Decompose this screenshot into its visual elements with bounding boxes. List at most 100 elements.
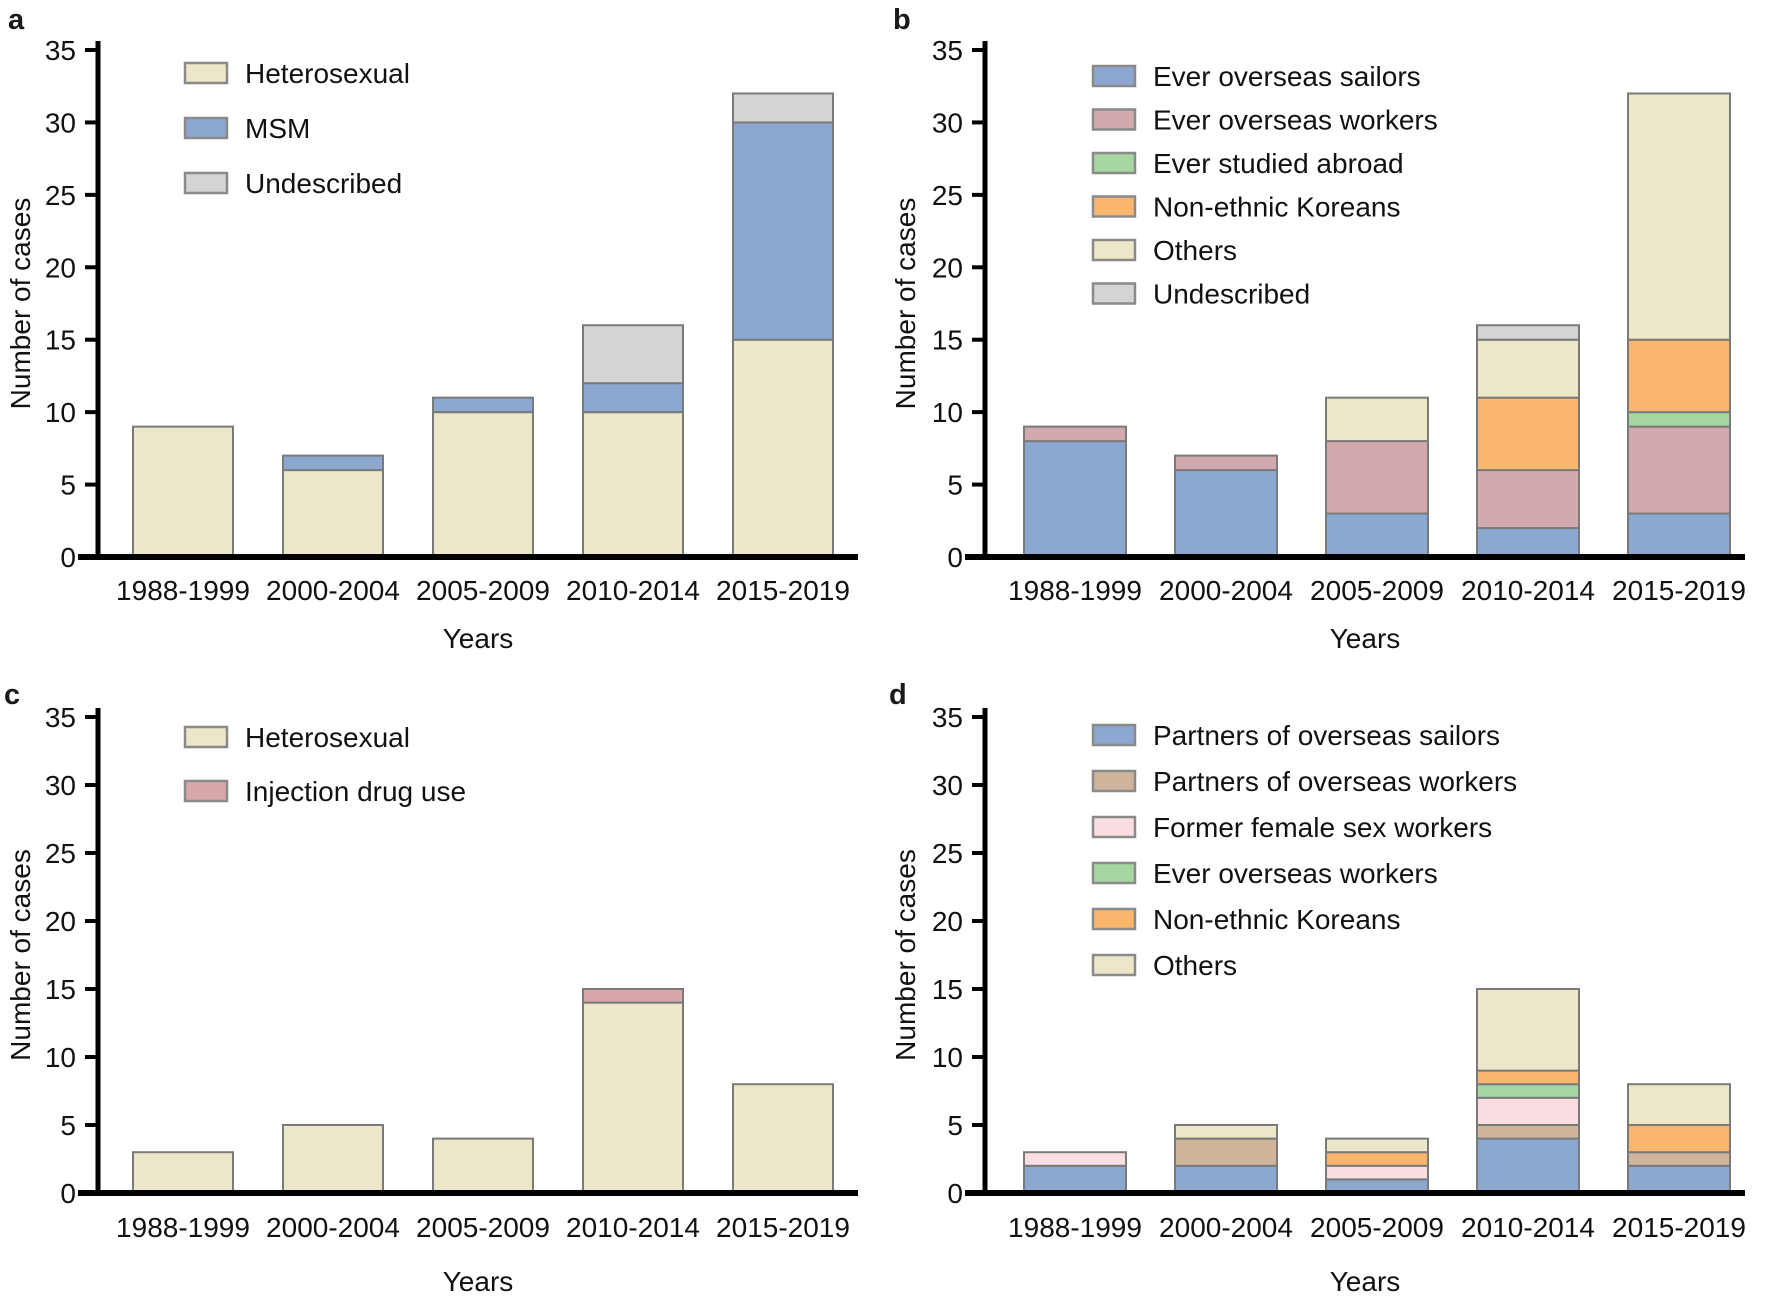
bar-segment-ever-overseas-workers <box>1174 454 1278 472</box>
x-tick-label: 1988-1999 <box>1008 1212 1142 1243</box>
panel-d: d 0 5 10 15 20 25 30 35 1988-1999 2000-2004 2005-2… <box>885 649 1770 1298</box>
bar-segment-heterosexual <box>282 1124 384 1194</box>
x-axis-title: Years <box>443 1266 514 1297</box>
chart-d: 0 5 10 15 20 25 30 35 1988-1999 2000-2004 2005-200… <box>890 702 1746 1297</box>
x-tick-label: 2010-2014 <box>1461 1212 1595 1243</box>
bar-segment-non-ethnic-koreans <box>1476 396 1580 472</box>
bar-segment-injection-drug-use <box>582 988 684 1004</box>
legend-label: Injection drug use <box>245 776 466 807</box>
bar-segment-msm <box>582 382 684 414</box>
y-tick-label: 5 <box>60 470 76 501</box>
y-tick-label: 5 <box>60 1110 76 1141</box>
bar-segment-heterosexual <box>132 425 234 558</box>
bar-segment-others <box>1325 396 1429 443</box>
bar-segment-heterosexual <box>582 411 684 558</box>
bar-segment-others <box>1476 338 1580 399</box>
bar-segment-undescribed <box>1476 324 1580 341</box>
chart-c: 0 5 10 15 20 25 30 35 1988-1999 2000-2004 2005-200… <box>5 702 858 1297</box>
bar-segment-partners-of-overseas-sailors <box>1023 1164 1127 1194</box>
y-tick-label: 35 <box>45 35 76 66</box>
legend-item-heterosexual: Heterosexual <box>183 722 410 753</box>
y-tick-label: 10 <box>45 1042 76 1073</box>
bar-segment-others <box>1627 1083 1731 1127</box>
x-tick-label: 2000-2004 <box>1159 575 1293 606</box>
bar-segment-non-ethnic-koreans <box>1476 1069 1580 1086</box>
x-axis-title: Years <box>1330 623 1401 649</box>
bar-segment-undescribed <box>582 324 684 385</box>
legend-label: Ever overseas workers <box>1153 105 1438 136</box>
legend-item-undescribed: Undescribed <box>1091 279 1310 310</box>
y-tick-label: 0 <box>947 542 963 573</box>
legend-label: Undescribed <box>245 168 402 199</box>
legend-label: Heterosexual <box>245 58 410 89</box>
legend-item-partners-of-overseas-sailors: Partners of overseas sailors <box>1091 720 1500 751</box>
legend-item-non-ethnic-koreans: Non-ethnic Koreans <box>1091 192 1400 223</box>
x-tick-label: 2015-2019 <box>716 1212 850 1243</box>
legend-item-others: Others <box>1091 950 1237 981</box>
bar-segment-heterosexual <box>582 1001 684 1194</box>
bar-segment-others <box>1627 92 1731 341</box>
x-tick-label: 2005-2009 <box>1310 575 1444 606</box>
y-tick-label: 15 <box>932 974 963 1005</box>
x-tick-label: 2010-2014 <box>566 575 700 606</box>
y-tick-label: 20 <box>932 252 963 283</box>
x-tick-label: 2015-2019 <box>1612 1212 1746 1243</box>
legend-item-non-ethnic-koreans: Non-ethnic Koreans <box>1091 904 1400 935</box>
legend-swatch <box>183 725 229 749</box>
legend-label: Partners of overseas sailors <box>1153 720 1500 751</box>
bar-segment-ever-overseas-workers <box>1476 1083 1580 1099</box>
x-tick-label: 2010-2014 <box>1461 575 1595 606</box>
legend-swatch <box>1091 953 1137 977</box>
legend-item-injection-drug-use: Injection drug use <box>183 776 466 807</box>
x-tick-label: 2005-2009 <box>416 1212 550 1243</box>
y-axis-title: Number of cases <box>890 849 921 1061</box>
x-tick-label: 2000-2004 <box>1159 1212 1293 1243</box>
x-axis-title: Years <box>443 623 514 649</box>
legend-label: Non-ethnic Koreans <box>1153 192 1400 223</box>
legend-item-undescribed: Undescribed <box>183 168 402 199</box>
x-tick-label: 1988-1999 <box>116 575 250 606</box>
bar-segment-ever-overseas-workers <box>1325 440 1429 515</box>
bar-segment-non-ethnic-koreans <box>1627 1124 1731 1154</box>
panel-c: c 0 5 10 15 20 25 30 35 1988-1999 2000-2004 2005-2… <box>0 649 885 1298</box>
x-tick-label: 1988-1999 <box>116 1212 250 1243</box>
bar-segment-partners-of-overseas-sailors <box>1174 1164 1278 1194</box>
bar-segment-partners-of-overseas-workers <box>1174 1137 1278 1167</box>
legend-item-ever-studied-abroad: Ever studied abroad <box>1091 148 1404 179</box>
bar-segment-others <box>1476 988 1580 1072</box>
legend-item-others: Others <box>1091 235 1237 266</box>
bar-segment-ever-overseas-workers <box>1023 425 1127 443</box>
y-axis-title: Number of cases <box>5 849 36 1061</box>
bar-segment-partners-of-overseas-workers <box>1476 1124 1580 1140</box>
y-tick-label: 35 <box>45 702 76 733</box>
legend-swatch <box>183 116 229 140</box>
legend-swatch <box>1091 195 1137 218</box>
bar-segment-ever-overseas-workers <box>1627 425 1731 515</box>
legend-label: Former female sex workers <box>1153 812 1492 843</box>
legend-swatch <box>1091 815 1137 839</box>
y-tick-label: 15 <box>45 974 76 1005</box>
x-tick-label: 2000-2004 <box>266 575 400 606</box>
y-tick-label: 35 <box>932 35 963 66</box>
bar-segment-heterosexual <box>732 1083 834 1195</box>
y-tick-label: 15 <box>932 325 963 356</box>
y-tick-label: 5 <box>947 470 963 501</box>
legend-label: Heterosexual <box>245 722 410 753</box>
y-tick-label: 25 <box>45 838 76 869</box>
x-tick-label: 1988-1999 <box>1008 575 1142 606</box>
y-tick-label: 30 <box>45 770 76 801</box>
bar-segment-ever-studied-abroad <box>1627 411 1731 428</box>
y-tick-label: 30 <box>45 107 76 138</box>
bar-segment-msm <box>432 396 534 414</box>
legend-label: Non-ethnic Koreans <box>1153 904 1400 935</box>
bar-segment-ever-overseas-sailors <box>1627 512 1731 558</box>
bar-segment-ever-overseas-workers <box>1476 469 1580 530</box>
bar-segment-partners-of-overseas-sailors <box>1627 1164 1731 1194</box>
legend-label: Others <box>1153 235 1237 266</box>
bar-segment-non-ethnic-koreans <box>1325 1151 1429 1167</box>
y-tick-label: 20 <box>45 252 76 283</box>
legend-swatch <box>1091 907 1137 931</box>
bar-segment-msm <box>732 121 834 341</box>
legend-item-partners-of-overseas-workers: Partners of overseas workers <box>1091 766 1517 797</box>
